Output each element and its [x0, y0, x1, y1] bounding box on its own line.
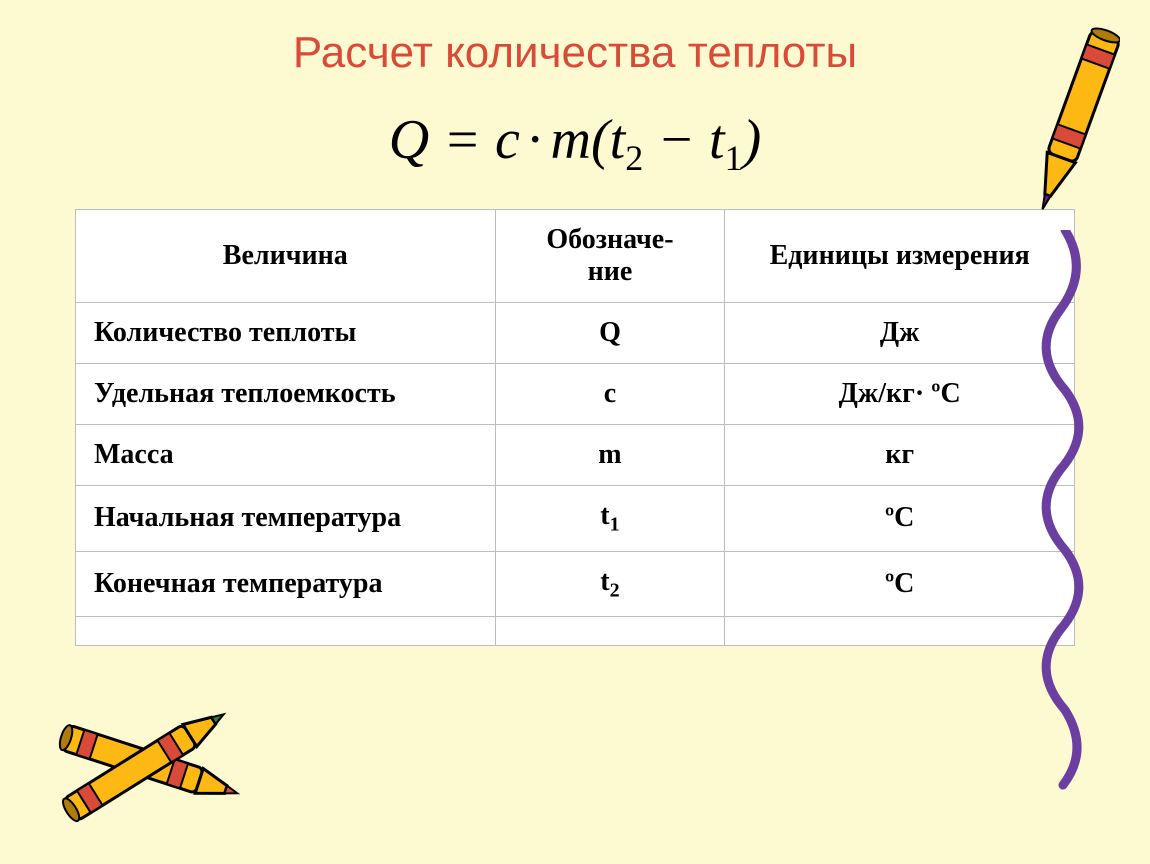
cell-quantity: Удельная теплоемкость	[76, 364, 496, 425]
formula-t2: t	[610, 109, 626, 171]
cell-unit: ºC	[725, 551, 1075, 617]
cell-quantity: Масса	[76, 425, 496, 486]
cell-symbol: m	[495, 425, 725, 486]
formula-m: m	[551, 109, 591, 171]
cell-symbol	[495, 617, 725, 646]
table-row: Конечная температура t2 ºC	[76, 551, 1075, 617]
crossed-crayons-icon	[30, 694, 250, 844]
cell-symbol: Q	[495, 303, 725, 364]
formula-minus: −	[643, 109, 709, 171]
cell-unit: кг	[725, 425, 1075, 486]
formula-eq: =	[429, 109, 495, 171]
header-symbol: Обозначе- ние	[495, 210, 725, 303]
symbol-base: t	[600, 566, 609, 597]
formula-sub2: 2	[625, 138, 643, 178]
heat-formula: Q = c·m(t2 − t1)	[0, 108, 1150, 179]
formula-open: (	[591, 109, 610, 171]
cell-quantity: Количество теплоты	[76, 303, 496, 364]
page-title: Расчет количества теплоты	[0, 0, 1150, 78]
table-row	[76, 617, 1075, 646]
cell-quantity	[76, 617, 496, 646]
table-header-row: Величина Обозначе- ние Единицы измерения	[76, 210, 1075, 303]
formula-Q: Q	[389, 109, 429, 171]
formula-sub1: 1	[725, 138, 743, 178]
cell-symbol: t2	[495, 551, 725, 617]
cell-quantity: Начальная температура	[76, 486, 496, 552]
header-quantity: Величина	[76, 210, 496, 303]
table-row: Удельная теплоемкость c Дж/кг· ºC	[76, 364, 1075, 425]
formula-dot: ·	[520, 109, 551, 171]
cell-symbol: c	[495, 364, 725, 425]
cell-quantity: Конечная температура	[76, 551, 496, 617]
quantities-table: Величина Обозначе- ние Единицы измерения…	[75, 209, 1075, 646]
cell-unit	[725, 617, 1075, 646]
formula-t1: t	[709, 109, 725, 171]
cell-symbol: t1	[495, 486, 725, 552]
table-row: Начальная температура t1 ºC	[76, 486, 1075, 552]
cell-unit: ºC	[725, 486, 1075, 552]
cell-unit: Дж	[725, 303, 1075, 364]
cell-unit: Дж/кг· ºC	[725, 364, 1075, 425]
formula-close: )	[743, 109, 762, 171]
symbol-sub: 2	[610, 579, 620, 601]
crayon-icon	[1030, 10, 1120, 230]
symbol-sub: 1	[610, 514, 620, 536]
table-row: Количество теплоты Q Дж	[76, 303, 1075, 364]
header-unit: Единицы измерения	[725, 210, 1075, 303]
table-row: Масса m кг	[76, 425, 1075, 486]
formula-c: c	[495, 109, 520, 171]
squiggle-icon	[1035, 230, 1095, 790]
symbol-base: t	[600, 500, 609, 531]
